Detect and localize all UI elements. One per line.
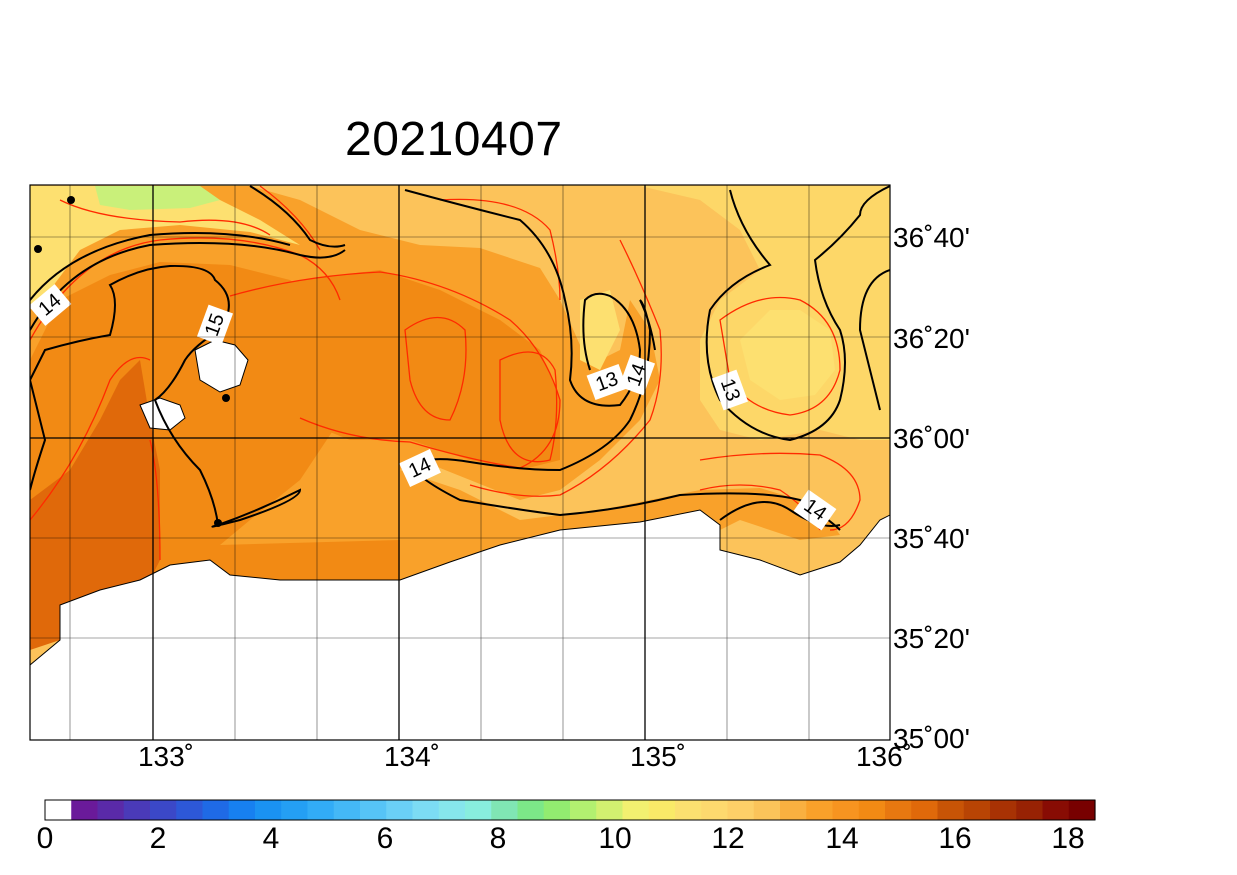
map-frame: [29, 184, 891, 741]
station-dot: [67, 196, 75, 204]
station-markers: [34, 196, 230, 527]
colorbar-swatch: [701, 800, 729, 820]
lon-label-135: 135˚: [630, 741, 686, 772]
colorbar-tick-8: 8: [490, 822, 507, 855]
colorbar-tick-2: 2: [150, 822, 167, 855]
colorbar-swatch: [307, 800, 335, 820]
contour-label-13-center: 13: [586, 363, 628, 401]
colorbar-tick-14: 14: [825, 822, 858, 855]
lon-label-134: 134˚: [384, 741, 440, 772]
colorbar-swatch: [71, 800, 99, 820]
colorbar-swatch: [885, 800, 912, 820]
colorbar-swatch: [780, 800, 807, 820]
contours-red: [30, 185, 861, 561]
colorbar-swatch: [45, 800, 72, 820]
contour-label-14-east: 14: [793, 489, 837, 531]
colorbar-swatch: [228, 800, 256, 820]
land-oki-dogo-west: [139, 397, 186, 431]
colorbar-swatch: [543, 800, 571, 820]
colorbar-swatch: [465, 800, 492, 820]
colorbar-swatch: [1042, 800, 1070, 820]
colorbar-swatch: [1068, 800, 1096, 820]
colorbar-swatch: [123, 800, 151, 820]
colorbar-swatch: [491, 800, 519, 820]
colorbar-swatch: [570, 800, 597, 820]
colorbar-swatch: [911, 800, 939, 820]
lat-label-3640: 36˚40': [893, 222, 970, 253]
contour-labels: 14 15 13 14 13 14: [30, 284, 837, 531]
colorbar-swatch: [963, 800, 991, 820]
sst-band-16: [30, 360, 160, 650]
colorbar-tick-0: 0: [37, 822, 54, 855]
colorbar-swatch: [675, 800, 702, 820]
station-dot: [214, 519, 222, 527]
sst-band-12-west: [580, 290, 620, 370]
colorbar-swatch: [386, 800, 414, 820]
contour-label-13-east: 13: [711, 369, 749, 411]
colorbar-swatch: [255, 800, 282, 820]
lon-label-133: 133˚: [138, 741, 194, 772]
sst-band-12-nw: [30, 186, 300, 310]
latitude-labels: 36˚40' 36˚20' 36˚00' 35˚40' 35˚20' 35˚00…: [893, 222, 970, 754]
colorbar-tick-labels: 0 2 4 6 8 10 12 14 16 18: [37, 822, 1085, 855]
map-title: 20210407: [345, 113, 563, 166]
colorbar-tick-4: 4: [263, 822, 280, 855]
lat-label-3540: 35˚40': [893, 523, 970, 554]
lon-label-136: 136˚: [856, 741, 912, 772]
lat-label-3600: 36˚00': [893, 423, 970, 454]
colorbar-tick-16: 16: [938, 822, 971, 855]
colorbar-swatch: [202, 800, 230, 820]
contour-label-14-center: 14: [618, 354, 656, 396]
sst-band-11: [740, 310, 835, 400]
colorbar-swatch: [753, 800, 781, 820]
colorbar-swatch: [622, 800, 650, 820]
sst-band-11-green: [95, 186, 220, 210]
colorbar-swatch: [412, 800, 440, 820]
contour-label-15: 15: [196, 304, 234, 346]
station-dot: [222, 394, 230, 402]
contours-black: [30, 185, 890, 531]
colorbar-swatch: [832, 800, 860, 820]
colorbar-swatch: [281, 800, 309, 820]
lat-label-3620: 36˚20': [893, 323, 970, 354]
colorbar-swatch: [937, 800, 965, 820]
colorbar-swatch: [150, 800, 177, 820]
land-honshu: [30, 509, 890, 740]
colorbar-tick-12: 12: [711, 822, 744, 855]
colorbar: [45, 800, 1096, 820]
colorbar-swatch: [806, 800, 834, 820]
longitude-labels: 133˚ 134˚ 135˚ 136˚: [138, 741, 912, 772]
colorbar-swatch: [97, 800, 125, 820]
colorbar-swatch: [648, 800, 676, 820]
colorbar-swatch: [596, 800, 624, 820]
colorbar-tick-6: 6: [377, 822, 394, 855]
colorbar-swatch: [438, 800, 466, 820]
lat-label-3520: 35˚20': [893, 623, 970, 654]
colorbar-swatch: [990, 800, 1017, 820]
colorbar-swatch: [333, 800, 361, 820]
colorbar-frame: [44, 799, 1096, 821]
colorbar-swatch: [176, 800, 204, 820]
sst-field: 14 15 13 14 13 14: [30, 185, 890, 740]
station-dot: [34, 245, 42, 253]
lat-label-3500: 35˚00': [893, 723, 970, 754]
colorbar-swatch: [360, 800, 387, 820]
sst-band-15-center: [230, 270, 560, 470]
colorbar-swatch: [727, 800, 755, 820]
colorbar-swatch: [858, 800, 886, 820]
colorbar-swatch: [517, 800, 545, 820]
colorbar-tick-10: 10: [598, 822, 631, 855]
gridlines: [30, 185, 890, 740]
colorbar-swatch: [1016, 800, 1044, 820]
colorbar-tick-18: 18: [1051, 822, 1084, 855]
